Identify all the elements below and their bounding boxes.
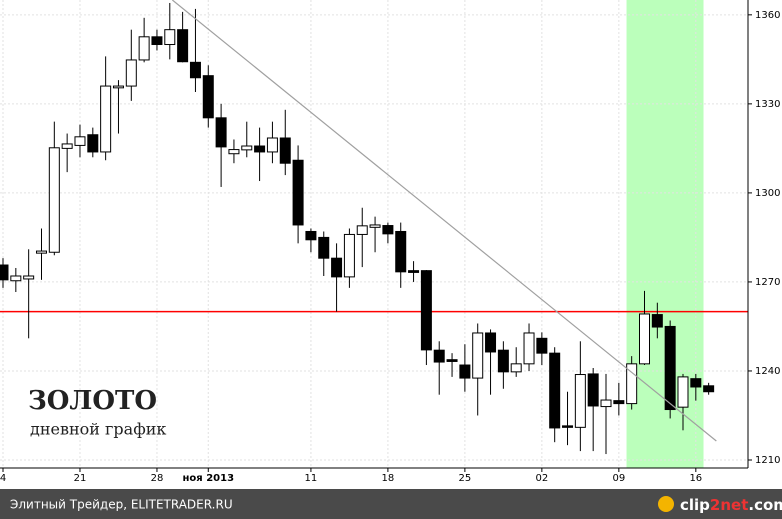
x-tick-label: 16 bbox=[689, 473, 702, 484]
x-tick-label: 02 bbox=[535, 473, 548, 484]
candle-body bbox=[433, 349, 445, 363]
logo-part: .com bbox=[748, 496, 782, 514]
footer-bar bbox=[0, 489, 782, 519]
y-tick-label: 1360 bbox=[755, 10, 780, 21]
logo: clip2net.com bbox=[680, 496, 782, 514]
candle-body bbox=[703, 385, 715, 393]
candle-body bbox=[613, 400, 625, 405]
candle-body bbox=[369, 224, 381, 228]
candle-body bbox=[35, 250, 47, 254]
candle-body bbox=[318, 236, 330, 259]
y-tick-label: 1330 bbox=[755, 99, 780, 110]
candle-body bbox=[10, 275, 22, 282]
x-tick-label: 11 bbox=[305, 473, 318, 484]
logo-part: clip bbox=[680, 496, 710, 514]
candle-body bbox=[395, 230, 407, 273]
candle-body bbox=[677, 376, 689, 408]
candle-body bbox=[151, 36, 163, 46]
candle-body bbox=[639, 313, 650, 365]
candle-body bbox=[626, 363, 638, 405]
x-tick-label: 4 bbox=[0, 473, 6, 484]
candle-body bbox=[292, 159, 304, 226]
candle-body bbox=[74, 136, 86, 146]
x-tick-label: 09 bbox=[612, 473, 625, 484]
y-tick-label: 1300 bbox=[755, 188, 780, 199]
plot-area bbox=[0, 0, 748, 468]
candle-body bbox=[574, 374, 586, 428]
footer-source: Элитный Трейдер, ELITETRADER.RU bbox=[10, 498, 233, 512]
trend-line bbox=[171, 0, 717, 442]
candle-body bbox=[510, 363, 522, 373]
candle-body bbox=[651, 314, 663, 328]
candle-body bbox=[343, 233, 355, 278]
candle-body bbox=[228, 149, 240, 155]
x-tick-label: 28 bbox=[151, 473, 164, 484]
candle-body bbox=[23, 275, 35, 280]
candle-body bbox=[266, 137, 278, 153]
candle-body bbox=[215, 117, 227, 148]
candle-body bbox=[356, 225, 368, 235]
candle-body bbox=[382, 225, 394, 235]
candle-body bbox=[472, 332, 484, 379]
y-tick-label: 1210 bbox=[755, 455, 780, 466]
candle-body bbox=[420, 270, 432, 351]
candle-body bbox=[138, 36, 150, 61]
candle-body bbox=[549, 352, 561, 429]
candle-body bbox=[562, 425, 574, 428]
candle-body bbox=[61, 143, 73, 149]
candle-body bbox=[587, 373, 599, 407]
candle-body bbox=[408, 270, 420, 273]
candle-body bbox=[0, 264, 9, 281]
candle-body bbox=[254, 145, 266, 153]
x-tick-label: 25 bbox=[459, 473, 472, 484]
candle-body bbox=[112, 85, 124, 89]
candle-body bbox=[164, 29, 176, 46]
candle-body bbox=[125, 59, 137, 87]
candle-body bbox=[459, 364, 471, 379]
candle-body bbox=[485, 332, 497, 353]
chart-subtitle: дневной график bbox=[30, 420, 166, 439]
x-tick-label: 18 bbox=[382, 473, 395, 484]
candle-body bbox=[497, 349, 509, 373]
logo-icon bbox=[658, 496, 674, 512]
candle-body bbox=[690, 378, 702, 388]
candle-body bbox=[536, 337, 548, 354]
candle-body bbox=[279, 137, 291, 164]
x-tick-label: ноя 2013 bbox=[183, 473, 235, 484]
candle-body bbox=[331, 257, 343, 278]
candle-body bbox=[189, 61, 201, 79]
candle-body bbox=[664, 325, 676, 411]
candle-body bbox=[87, 134, 99, 153]
candle-body bbox=[177, 29, 189, 63]
y-tick-label: 1240 bbox=[755, 366, 780, 377]
candle-body bbox=[48, 147, 60, 253]
x-tick-label: 21 bbox=[74, 473, 87, 484]
candle-body bbox=[100, 85, 112, 153]
logo-part: 2net bbox=[710, 496, 748, 514]
candle-body bbox=[241, 145, 253, 151]
candle-body bbox=[202, 75, 214, 119]
chart-title: ЗОЛОТО bbox=[28, 386, 157, 416]
candle-body bbox=[600, 399, 612, 408]
candle-body bbox=[305, 230, 317, 241]
y-tick-label: 1270 bbox=[755, 277, 780, 288]
candle-body bbox=[523, 332, 535, 365]
candle-body bbox=[446, 359, 458, 362]
